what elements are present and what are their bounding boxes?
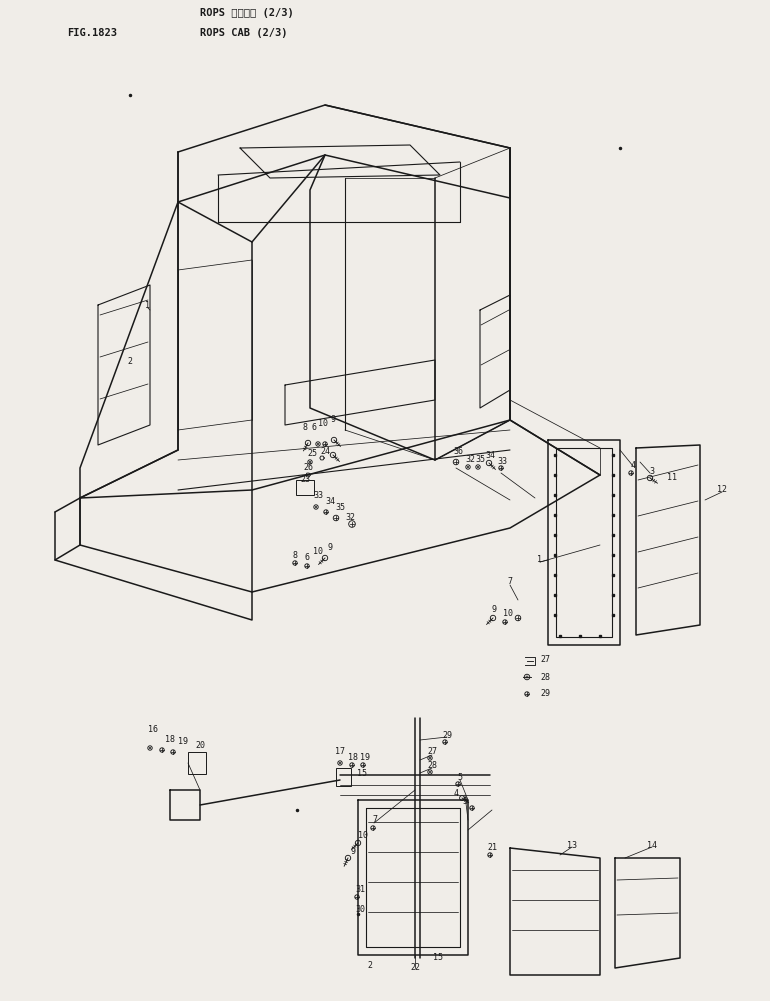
Text: 8: 8 <box>303 423 307 432</box>
Text: 28: 28 <box>427 761 437 770</box>
Text: 29: 29 <box>540 689 550 698</box>
Text: 31: 31 <box>355 886 365 895</box>
Text: 15: 15 <box>357 769 367 778</box>
Text: 27: 27 <box>540 656 550 665</box>
Text: 13: 13 <box>567 841 577 850</box>
Text: 20: 20 <box>195 741 205 750</box>
Text: 22: 22 <box>410 964 420 973</box>
Bar <box>336 768 351 786</box>
Text: 11: 11 <box>667 473 677 482</box>
Text: 9: 9 <box>330 414 336 423</box>
Text: 10: 10 <box>318 418 328 427</box>
Text: 9: 9 <box>491 606 497 615</box>
Text: 19: 19 <box>360 753 370 762</box>
Text: 27: 27 <box>427 748 437 757</box>
Text: 8: 8 <box>293 551 297 560</box>
Bar <box>296 480 314 495</box>
Text: 16: 16 <box>148 726 158 735</box>
Text: 32: 32 <box>345 514 355 523</box>
Text: 10: 10 <box>503 610 513 619</box>
Text: 35: 35 <box>475 455 485 464</box>
Text: 6: 6 <box>304 554 310 563</box>
Text: 33: 33 <box>497 457 507 466</box>
Text: 2: 2 <box>367 961 373 970</box>
Text: 21: 21 <box>487 844 497 853</box>
Text: 35: 35 <box>335 504 345 513</box>
Text: 34: 34 <box>325 497 335 507</box>
Text: 32: 32 <box>465 455 475 464</box>
Text: 6: 6 <box>312 423 316 432</box>
Text: ROPS キャブ゛ (2/3): ROPS キャブ゛ (2/3) <box>200 8 293 18</box>
Text: 28: 28 <box>540 673 550 682</box>
Text: 15: 15 <box>433 954 443 963</box>
Text: 33: 33 <box>313 490 323 499</box>
Text: 1: 1 <box>537 556 543 565</box>
Text: 12: 12 <box>717 485 727 494</box>
Text: 5: 5 <box>457 774 463 783</box>
Text: 7: 7 <box>507 578 513 587</box>
Text: 1: 1 <box>146 300 150 309</box>
Text: FIG.1823: FIG.1823 <box>67 28 117 38</box>
Text: 10: 10 <box>313 548 323 557</box>
Text: 24: 24 <box>320 446 330 455</box>
Text: 10: 10 <box>358 831 368 840</box>
Text: 17: 17 <box>335 748 345 757</box>
Text: 19: 19 <box>178 738 188 747</box>
Text: 23: 23 <box>300 475 310 484</box>
Text: 14: 14 <box>647 841 657 850</box>
Text: 7: 7 <box>373 816 377 825</box>
Text: 26: 26 <box>303 462 313 471</box>
Text: 34: 34 <box>485 451 495 460</box>
Bar <box>188 752 206 774</box>
Text: ROPS CAB (2/3): ROPS CAB (2/3) <box>200 28 287 38</box>
Text: 30: 30 <box>355 906 365 915</box>
Text: 9: 9 <box>350 848 356 857</box>
Text: 4: 4 <box>454 789 458 798</box>
Text: 4: 4 <box>631 461 635 470</box>
Text: 18: 18 <box>348 753 358 762</box>
Text: 29: 29 <box>442 731 452 740</box>
Text: 18: 18 <box>165 736 175 745</box>
Text: 9: 9 <box>327 544 333 553</box>
Text: 3: 3 <box>463 798 467 807</box>
Text: 3: 3 <box>650 467 654 476</box>
Text: 36: 36 <box>453 447 463 456</box>
Text: 25: 25 <box>307 449 317 458</box>
Text: 2: 2 <box>128 357 132 366</box>
